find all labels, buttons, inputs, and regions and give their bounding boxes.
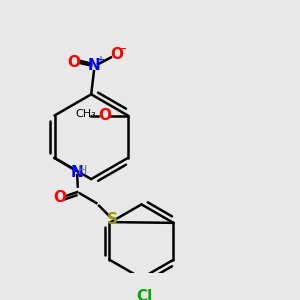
Text: S: S: [107, 212, 118, 227]
Text: −: −: [118, 44, 127, 54]
Text: N: N: [71, 165, 84, 180]
Text: CH₃: CH₃: [75, 109, 96, 119]
Text: O: O: [53, 190, 66, 205]
Text: O: O: [98, 108, 111, 123]
Text: Cl: Cl: [136, 289, 152, 300]
Text: O: O: [110, 47, 123, 62]
Text: H: H: [78, 164, 87, 177]
Text: +: +: [97, 55, 104, 64]
Text: O: O: [68, 56, 80, 70]
Text: N: N: [88, 58, 101, 73]
